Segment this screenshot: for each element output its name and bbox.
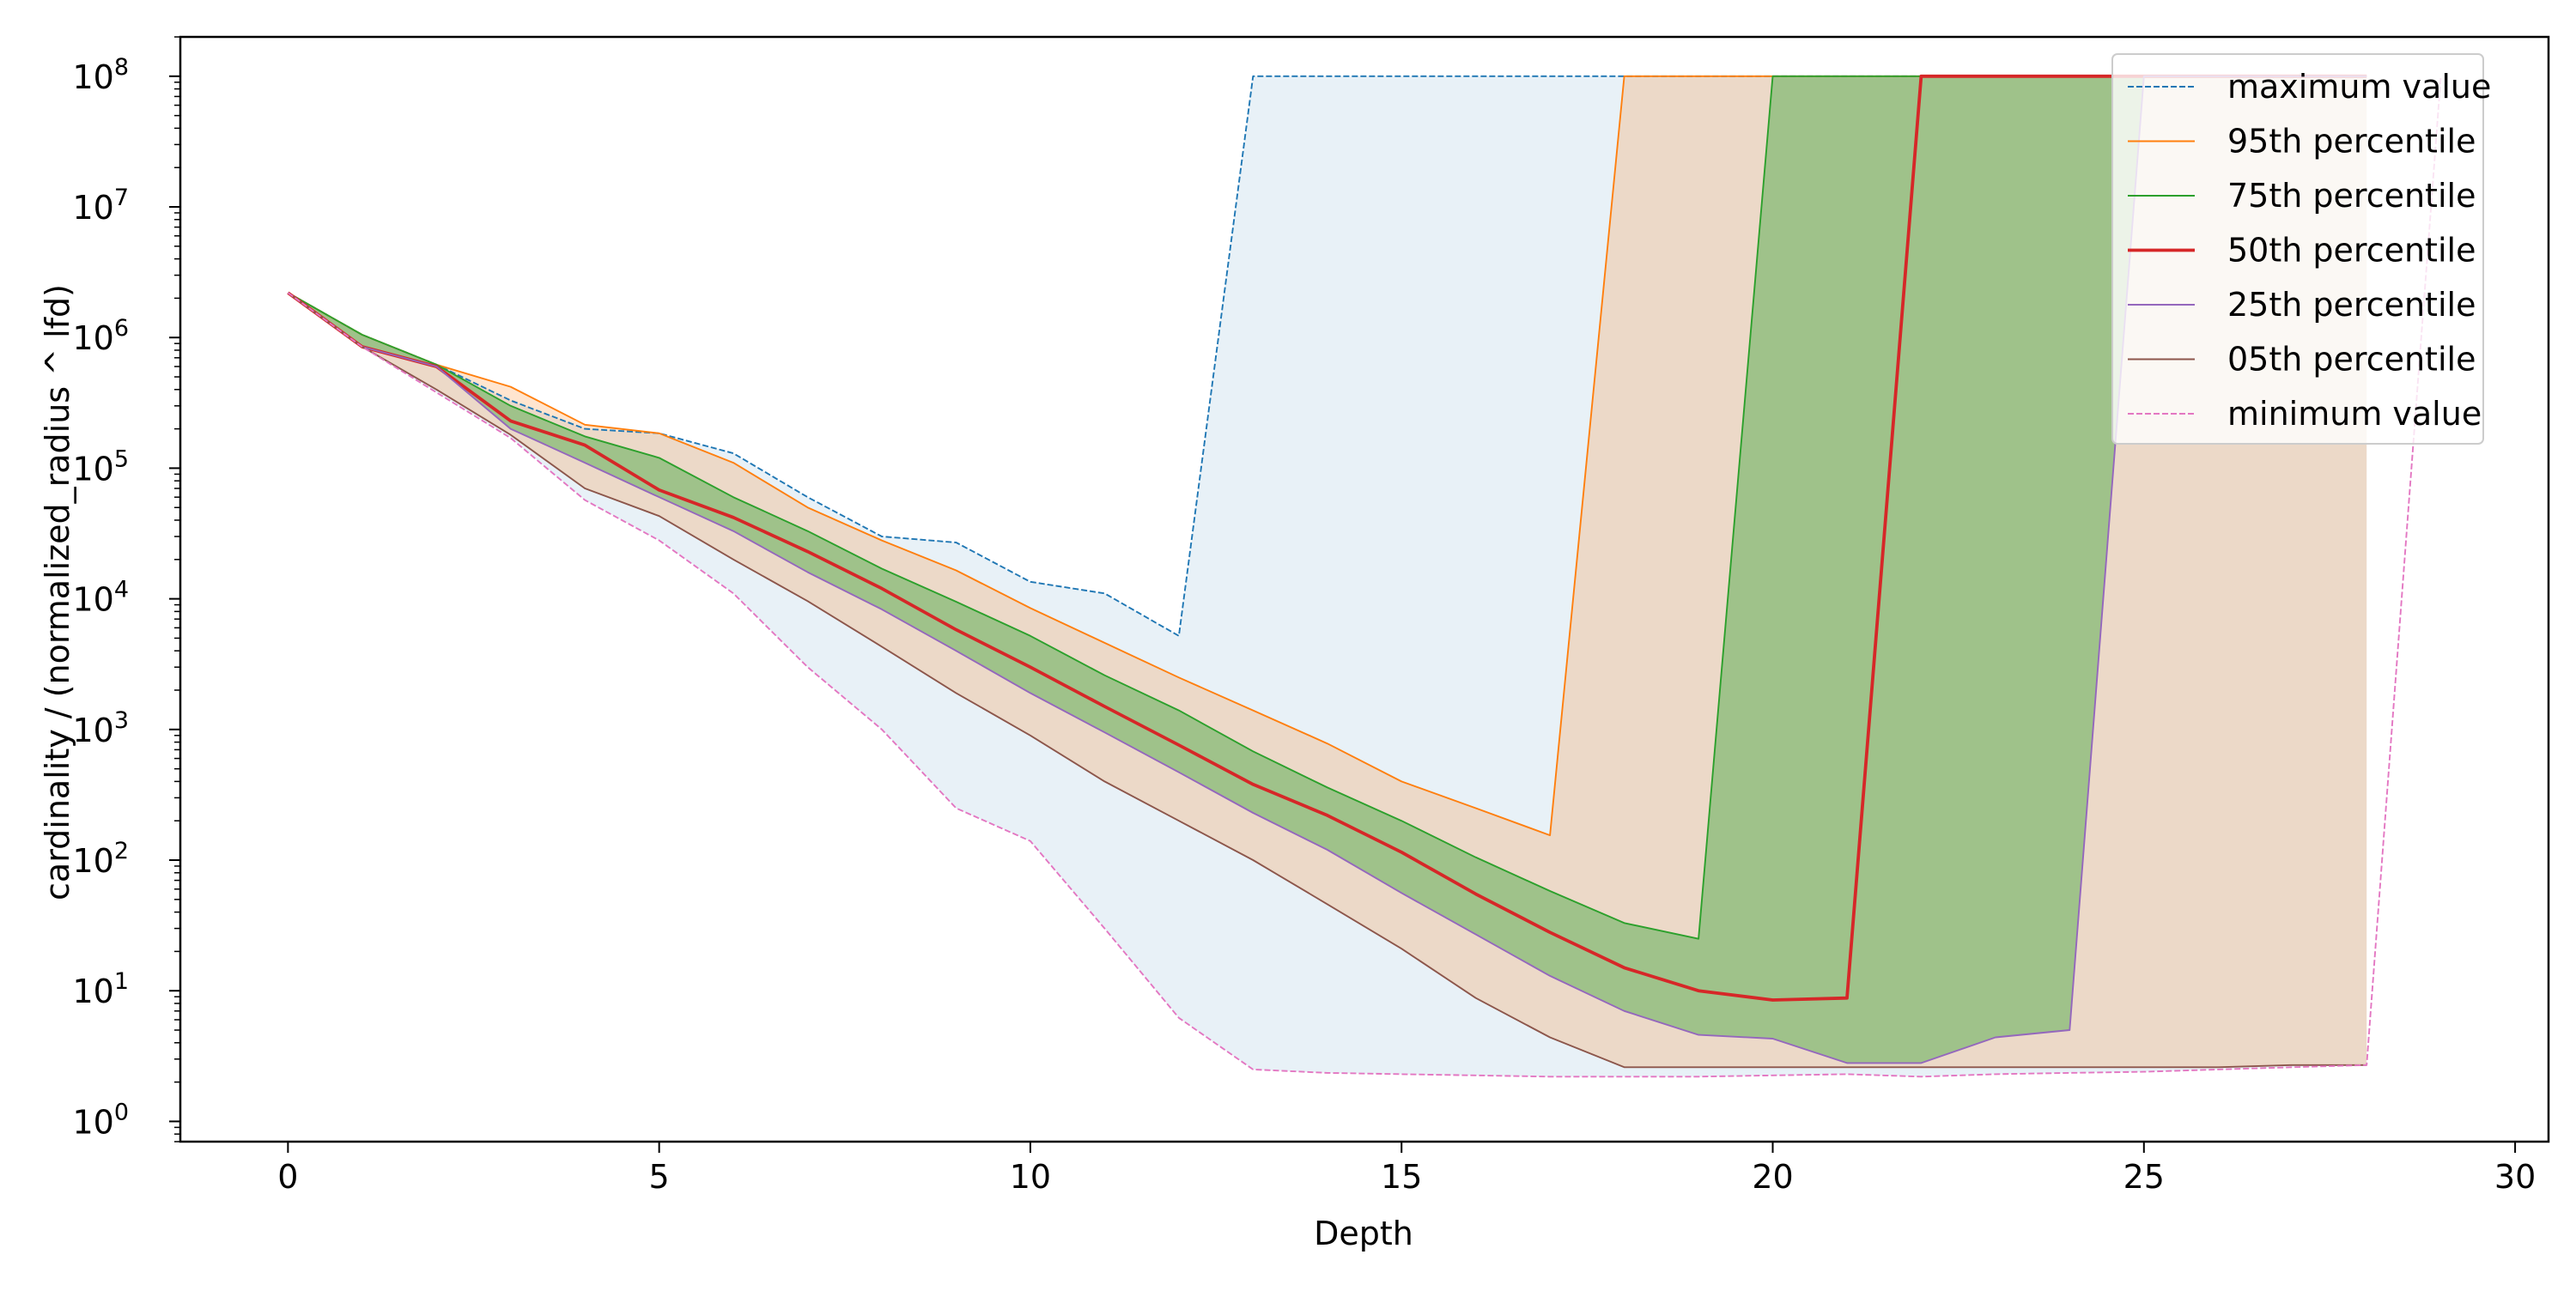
series-line-05th-percentile (287, 292, 2367, 1069)
y-tick-label: 102 (72, 838, 129, 880)
band-maximum-value-to-minimum-value (288, 76, 2367, 1077)
bands-layer (288, 76, 2367, 1077)
y-tick-label: 104 (72, 577, 129, 619)
band-75th-percentile-to-25th-percentile (288, 76, 2367, 1064)
legend-label-25th-percentile: 25th percentile (2227, 286, 2476, 324)
y-tick-label: 101 (72, 968, 129, 1010)
series-line-minimum-value (287, 76, 2442, 1078)
y-tick-label: 105 (72, 445, 129, 488)
x-tick-label: 25 (2123, 1158, 2165, 1196)
legend-box (2111, 53, 2484, 445)
legend: maximum value 95th percentile 75th percent… (2111, 53, 2491, 445)
y-tick-label: 106 (72, 315, 129, 357)
x-tick-label: 10 (1010, 1158, 1051, 1196)
legend-label-05th-percentile: 05th percentile (2227, 341, 2476, 379)
series-line-maximum-value (287, 75, 2367, 637)
legend-label-50th-percentile: 50th percentile (2227, 232, 2476, 270)
x-axis-label: Depth (1314, 1215, 1413, 1252)
x-tick-label: 15 (1381, 1158, 1422, 1196)
legend-label-75th-percentile: 75th percentile (2227, 177, 2476, 215)
x-tick-label: 5 (649, 1158, 670, 1196)
series-line-25th-percentile (287, 75, 2367, 1064)
legend-label-95th-percentile: 95th percentile (2227, 123, 2476, 161)
legend-label-minimum-value: minimum value (2227, 395, 2482, 433)
y-tick-label: 107 (72, 185, 129, 227)
lines-layer (287, 74, 2442, 1078)
x-tick-label: 20 (1752, 1158, 1793, 1196)
y-tick-label: 103 (72, 707, 129, 749)
y-tick-label: 100 (72, 1099, 129, 1141)
y-tick-label: 108 (72, 54, 129, 96)
x-tick-label: 0 (277, 1158, 298, 1196)
legend-label-maximum-value: maximum value (2227, 68, 2491, 106)
axes-layer: 0 5 10 15 20 25 30 100 101 102 103 104 105 106 107 108 (72, 35, 2550, 1196)
plot-frame (179, 35, 2550, 1143)
series-line-50th-percentile (287, 74, 2367, 1002)
x-tick-label: 30 (2494, 1158, 2536, 1196)
y-axis-label: cardinality / (normalized_radius ^ lfd) (39, 284, 76, 900)
band-95th-percentile-to-05th-percentile (288, 76, 2367, 1068)
